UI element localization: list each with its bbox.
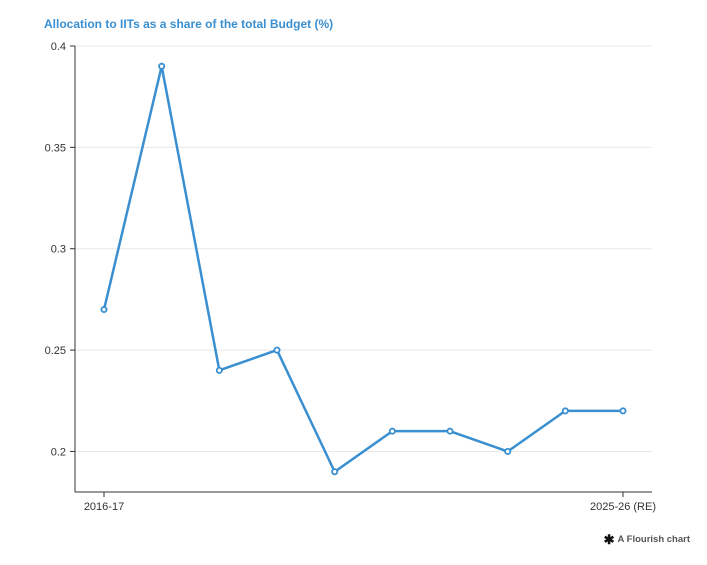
y-tick-label: 0.3 <box>51 244 66 256</box>
data-point <box>446 427 454 435</box>
y-tick-label: 0.2 <box>51 446 66 458</box>
y-tick-label: 0.25 <box>45 345 66 357</box>
grid-layer <box>75 45 652 452</box>
flourish-asterisk-icon: ✱ <box>603 532 615 547</box>
y-tick-label: 0.4 <box>51 41 66 53</box>
data-point <box>100 306 108 314</box>
data-point <box>331 468 339 476</box>
flourish-credit-link[interactable]: ✱ A Flourish chart <box>604 533 690 546</box>
x-tick-label: 2025-26 (RE) <box>590 501 656 513</box>
data-point <box>504 447 512 455</box>
data-point <box>388 427 396 435</box>
data-point <box>561 407 569 415</box>
y-tick-label: 0.35 <box>45 142 66 154</box>
chart-title: Allocation to IITs as a share of the tot… <box>44 17 334 31</box>
axis-layer: 0.2 0.25 0.3 0.35 0.4 2016-17 2025-26 (RE) <box>45 41 656 513</box>
data-point <box>215 366 223 374</box>
credit-label: A Flourish chart <box>617 534 691 545</box>
data-point <box>158 62 166 70</box>
series-line <box>102 65 623 473</box>
series-layer <box>100 62 627 476</box>
x-tick-label: 2016-17 <box>84 501 124 513</box>
data-point <box>273 346 281 354</box>
data-point <box>619 407 627 415</box>
